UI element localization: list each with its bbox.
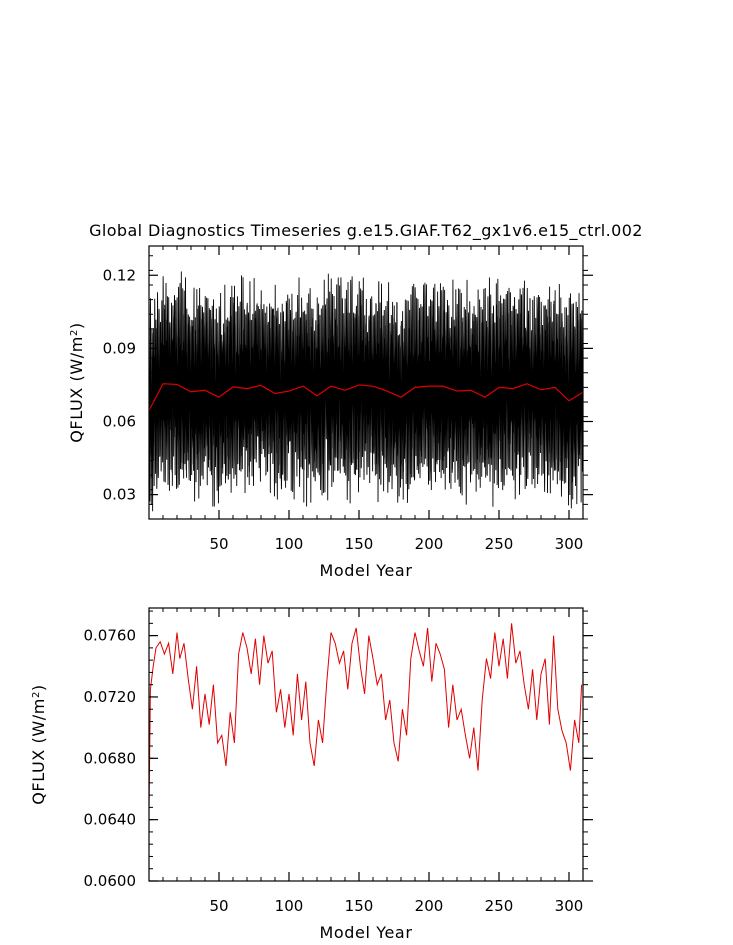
monthly-series-line [149,271,583,512]
top-axis-ticks: 50 100 150 200 250 300 0.03 0.06 0.09 0.12 [103,246,593,553]
bottom-plot-frame [148,607,584,882]
bottom-y-axis-label-text: QFLUX (W/m [29,698,48,805]
y-tick-label: 0.0600 [84,872,137,890]
bottom-x-axis-label: Model Year [320,923,413,942]
x-tick-label: 250 [485,897,514,915]
bottom-axis-ticks: 50 100 150 200 250 300 0.0600 0.0640 0.0680 0.072… [84,608,593,915]
x-tick-label: 50 [209,535,228,553]
top-x-axis-label: Model Year [320,561,413,580]
x-tick-label: 250 [485,535,514,553]
x-tick-label: 300 [555,535,584,553]
bottom-chart-panel: 50 100 150 200 250 300 0.0600 0.0640 0.0680 0.072… [29,607,593,942]
bottom-plot-area [149,623,583,812]
top-y-axis-label-text: QFLUX (W/m [67,336,86,443]
x-tick-label: 300 [555,897,584,915]
y-tick-label: 0.03 [103,486,136,504]
y-tick-label: 0.06 [103,413,136,431]
annual-mean-line [149,623,583,812]
bottom-y-axis-label: QFLUX (W/m2) [29,684,48,805]
y-tick-label: 0.0720 [84,688,137,706]
y-tick-label: 0.0640 [84,811,137,829]
x-tick-label: 100 [275,897,304,915]
bottom-y-axis-label-superscript: 2 [31,691,42,698]
top-plot-frame [148,245,584,520]
x-tick-label: 200 [415,535,444,553]
bottom-y-axis-label-close: ) [29,684,48,691]
x-tick-label: 150 [345,897,374,915]
y-tick-label: 0.0680 [84,749,137,767]
x-tick-label: 200 [415,897,444,915]
y-tick-label: 0.12 [103,266,136,284]
x-tick-label: 100 [275,535,304,553]
top-chart-panel: 50 100 150 200 250 300 0.03 0.06 0.09 0.12 Model … [67,245,593,580]
x-tick-label: 50 [209,897,228,915]
annual-mean-line [149,383,583,411]
top-plot-area [149,271,583,512]
top-y-axis-label-superscript: 2 [69,329,80,336]
top-y-axis-label: QFLUX (W/m2) [67,322,86,443]
top-y-axis-label-close: ) [67,322,86,329]
y-tick-label: 0.09 [103,339,136,357]
y-tick-label: 0.0760 [84,627,137,645]
x-tick-label: 150 [345,535,374,553]
figure-title: Global Diagnostics Timeseries g.e15.GIAF… [89,221,643,241]
